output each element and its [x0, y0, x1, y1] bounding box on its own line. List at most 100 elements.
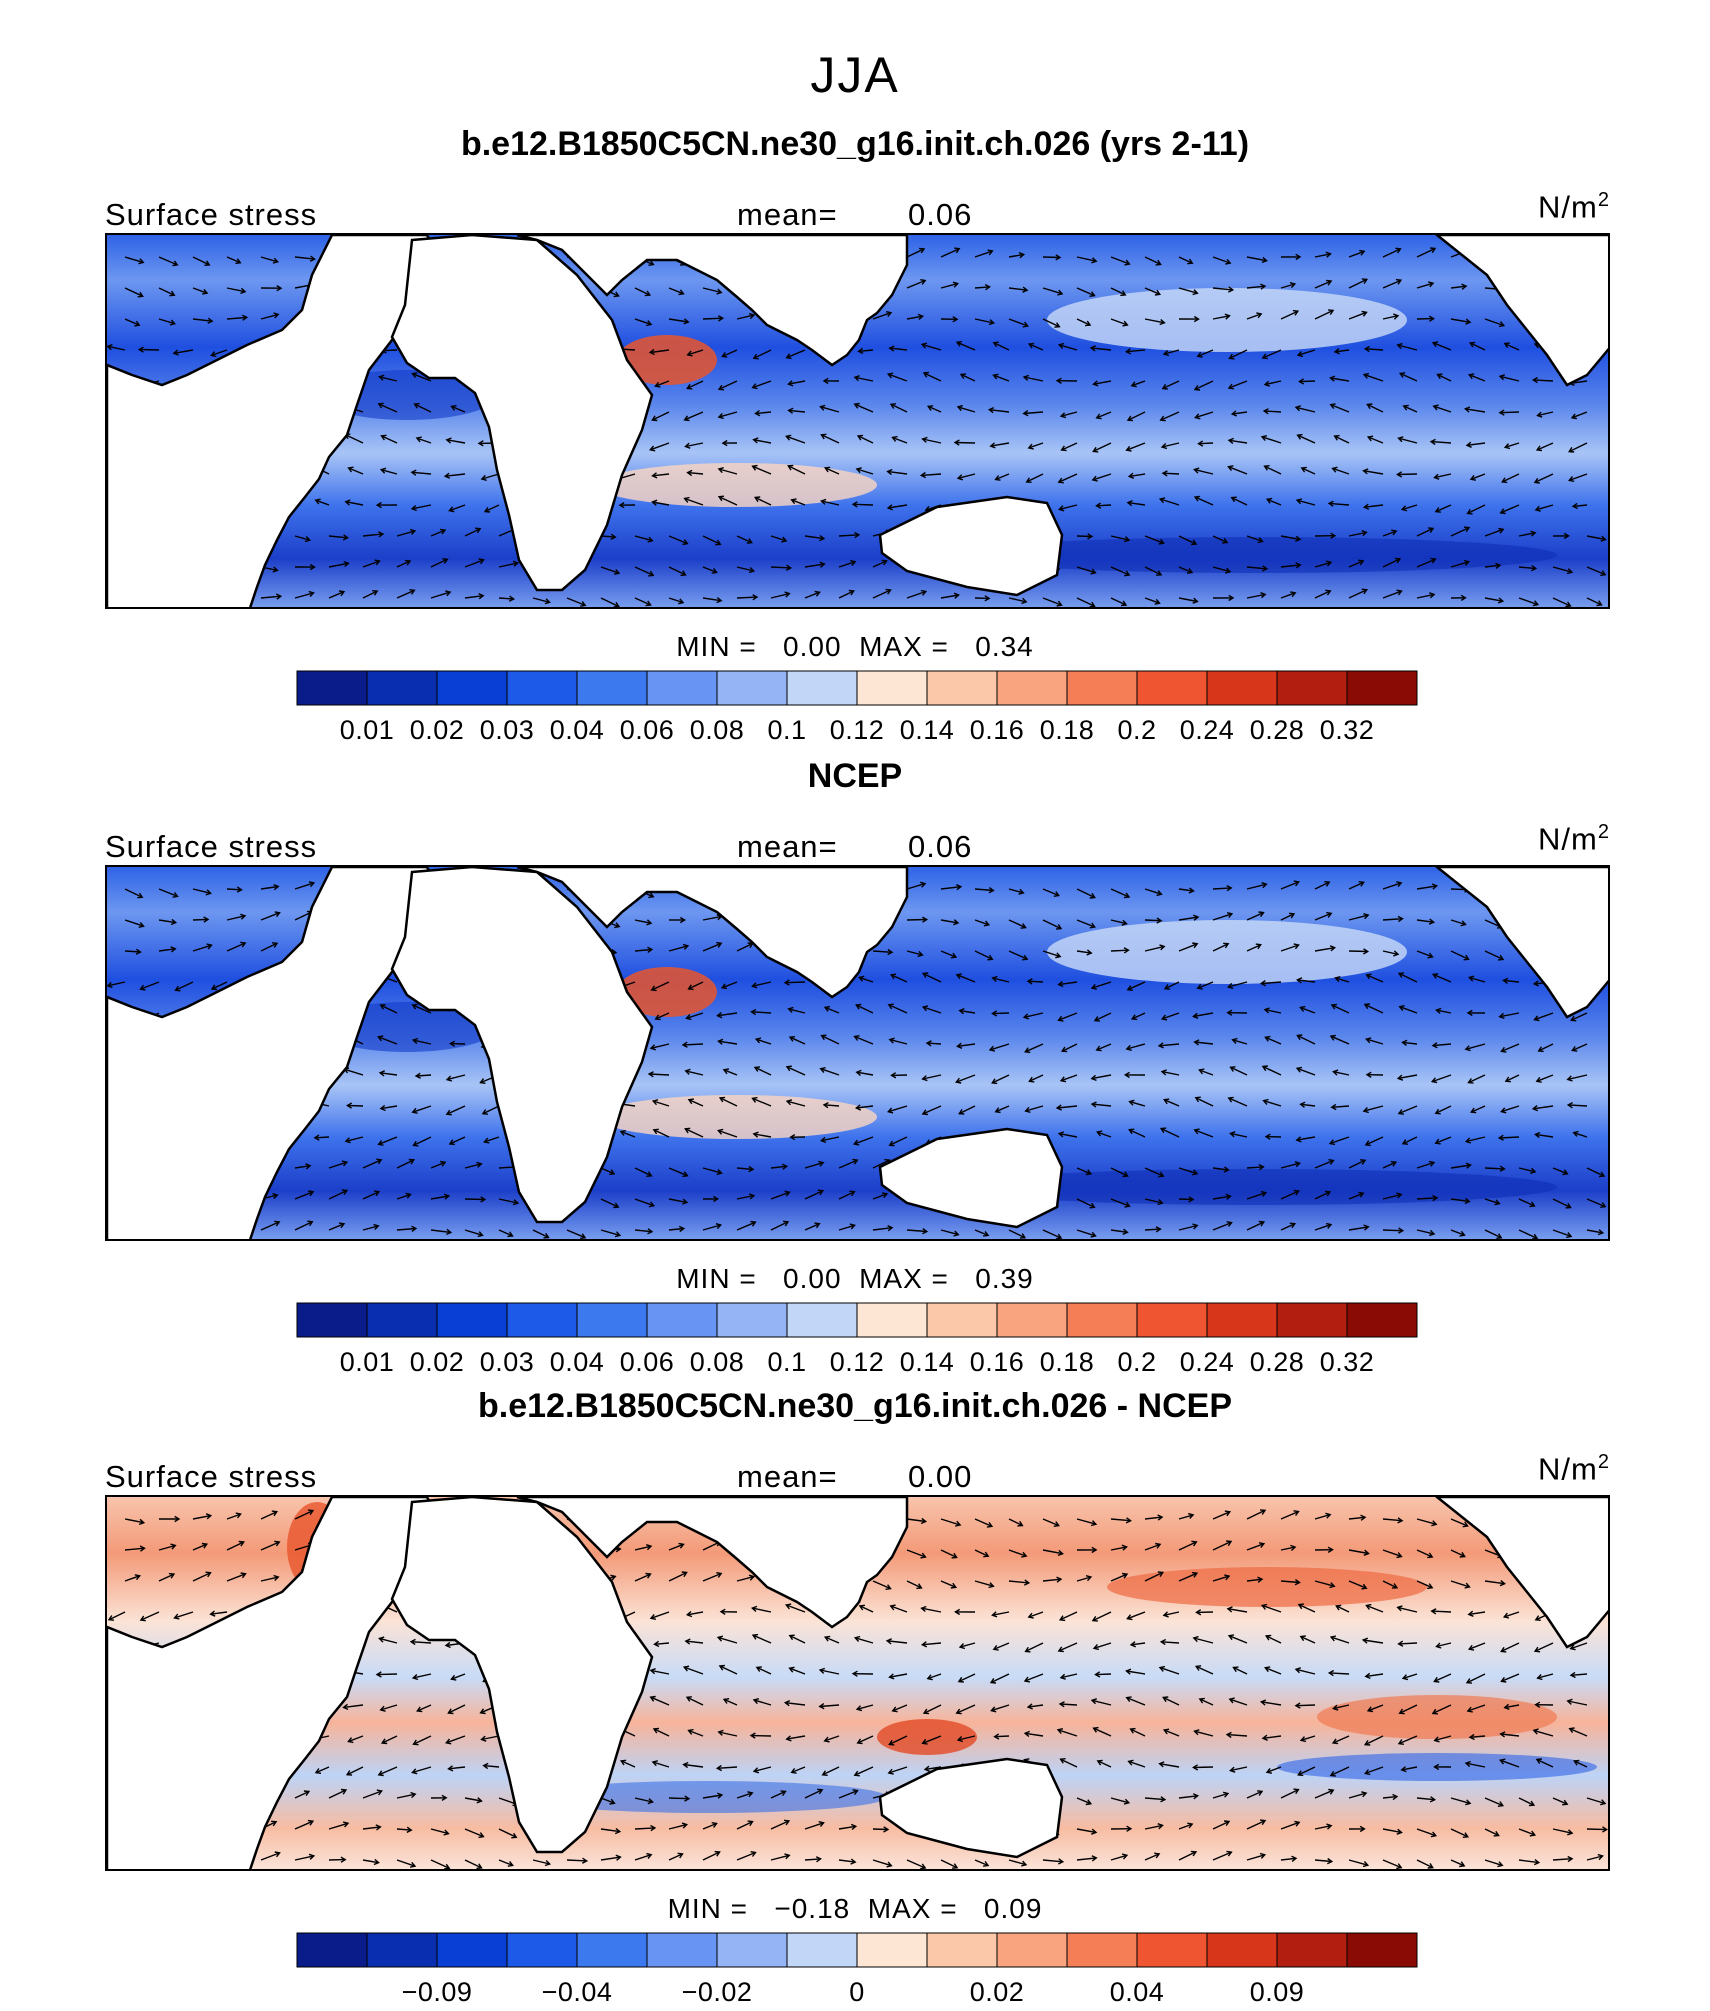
- min-max-line: MIN = −0.18 MAX = 0.09: [0, 1893, 1710, 1925]
- colorbar-swatch: [646, 670, 718, 706]
- colorbar-swatch: [1346, 1302, 1418, 1338]
- colorbar-tick-label: 0.04: [550, 715, 605, 745]
- max-value: 0.39: [975, 1263, 1034, 1294]
- colorbar-tick-label: 0.18: [1040, 1347, 1095, 1377]
- colorbar-swatch: [926, 1932, 998, 1968]
- colorbar-tick-label: 0.06: [620, 1347, 675, 1377]
- land-mass: [516, 235, 909, 367]
- land-mass: [1434, 235, 1608, 387]
- colorbar-tick-label: 0.03: [480, 1347, 535, 1377]
- colorbar-tick-label: 0.1: [767, 715, 806, 745]
- land-mass: [1434, 1497, 1608, 1649]
- colorbar-svg: −0.09 −0.04 −0.02 0 0.02 0.04 0.09: [296, 1932, 1418, 2007]
- colorbar-tick-label: 0.18: [1040, 715, 1095, 745]
- colorbar-tick-label: 0.02: [410, 715, 465, 745]
- colorbar-swatch: [926, 670, 998, 706]
- colorbar-swatch: [646, 1302, 718, 1338]
- units-text: N/m: [1538, 1451, 1598, 1487]
- units-exponent: 2: [1597, 1451, 1610, 1473]
- colorbar-tick-label: 0.09: [1250, 1977, 1305, 2007]
- field-blob: [957, 537, 1557, 573]
- colorbar-tick-label: −0.09: [402, 1977, 473, 2007]
- colorbar-swatch: [926, 1302, 998, 1338]
- colorbar-swatch: [1066, 670, 1138, 706]
- colorbar-swatch: [1206, 1302, 1278, 1338]
- field-blob: [597, 1095, 877, 1139]
- mean-label: mean=: [737, 197, 838, 232]
- colorbar-tick-label: 0.02: [410, 1347, 465, 1377]
- mean-label: mean=: [737, 829, 838, 864]
- colorbar-tick-label: 0.08: [690, 715, 745, 745]
- colorbar-tick-label: 0.28: [1250, 1347, 1305, 1377]
- land-mass: [390, 1497, 654, 1854]
- colorbar-tick-label: 0.06: [620, 715, 675, 745]
- colorbar-tick-label: 0.24: [1180, 1347, 1235, 1377]
- left-label: Surface stress: [105, 1459, 318, 1494]
- colorbar-tick-label: 0.03: [480, 715, 535, 745]
- colorbar-swatch: [786, 1302, 858, 1338]
- units-label: N/m2: [1538, 821, 1610, 857]
- units-exponent: 2: [1597, 189, 1610, 211]
- colorbar-swatch: [1346, 1932, 1418, 1968]
- field-blob: [617, 967, 717, 1017]
- land-mass: [390, 235, 654, 592]
- left-label: Surface stress: [105, 829, 318, 864]
- mean-label: mean=: [737, 1459, 838, 1494]
- colorbar-swatch: [1066, 1932, 1138, 1968]
- colorbar-swatch: [856, 670, 928, 706]
- continents: [107, 1497, 1608, 1869]
- colorbar-swatch: [786, 1932, 858, 1968]
- colorbar-swatch: [856, 1932, 928, 1968]
- colorbar-swatch: [996, 1302, 1068, 1338]
- colorbar-tick-label: 0: [849, 1977, 865, 2007]
- min-label: MIN =: [676, 1263, 784, 1294]
- colorbar-swatch: [506, 1932, 578, 1968]
- map-svg: [107, 1497, 1608, 1869]
- colorbar: 0.01 0.02 0.03 0.04 0.06 0.08 0.1 0.12 0.14 0.16 0…: [296, 1302, 1418, 1381]
- colorbar-swatch: [296, 1932, 368, 1968]
- colorbar-tick-label: −0.04: [542, 1977, 613, 2007]
- colorbar-swatch: [1206, 1932, 1278, 1968]
- land-mass: [1434, 867, 1608, 1019]
- panel-title: NCEP: [807, 757, 903, 795]
- units-text: N/m: [1538, 821, 1598, 857]
- colorbar-swatch: [436, 1932, 508, 1968]
- colorbar-swatch: [1206, 670, 1278, 706]
- colorbar-tick-label: 0.2: [1117, 1347, 1156, 1377]
- colorbar-swatch: [436, 1302, 508, 1338]
- colorbar-tick-label: 0.14: [900, 715, 955, 745]
- colorbar-swatch: [1136, 1302, 1208, 1338]
- colorbar-swatch: [716, 1932, 788, 1968]
- map-panel: [105, 1495, 1610, 1871]
- min-value: 0.00: [783, 631, 860, 662]
- land-mass: [516, 867, 909, 999]
- map-panel: [105, 865, 1610, 1241]
- left-label: Surface stress: [105, 197, 318, 232]
- colorbar-tick-label: 0.24: [1180, 715, 1235, 745]
- field-blob: [877, 1719, 977, 1755]
- colorbar: −0.09 −0.04 −0.02 0 0.02 0.04 0.09: [296, 1932, 1418, 2011]
- land-mass: [878, 1757, 1064, 1859]
- colorbar-swatch: [366, 1932, 438, 1968]
- mean-value: 0.06: [908, 197, 973, 232]
- max-value: 0.34: [975, 631, 1034, 662]
- colorbar-tick-label: 0.01: [340, 1347, 395, 1377]
- colorbar-swatch: [576, 670, 648, 706]
- land-mass: [878, 495, 1064, 597]
- colorbar-tick-label: 0.16: [970, 715, 1025, 745]
- min-max-line: MIN = 0.00 MAX = 0.39: [0, 1263, 1710, 1295]
- colorbar-swatch: [1066, 1302, 1138, 1338]
- colorbar-tick-label: 0.2: [1117, 715, 1156, 745]
- min-value: −0.18: [774, 1893, 868, 1924]
- colorbar-tick-label: 0.02: [970, 1977, 1025, 2007]
- colorbar-swatch: [1136, 670, 1208, 706]
- colorbar-swatch: [716, 1302, 788, 1338]
- land-mass: [390, 867, 654, 1224]
- colorbar-tick-label: 0.04: [1110, 1977, 1165, 2007]
- colorbar-swatch: [1136, 1932, 1208, 1968]
- field-blob: [1107, 1567, 1427, 1607]
- max-value: 0.09: [983, 1893, 1043, 1924]
- field-blob: [957, 1169, 1557, 1205]
- colorbar-swatch: [506, 670, 578, 706]
- colorbar-swatch: [1276, 670, 1348, 706]
